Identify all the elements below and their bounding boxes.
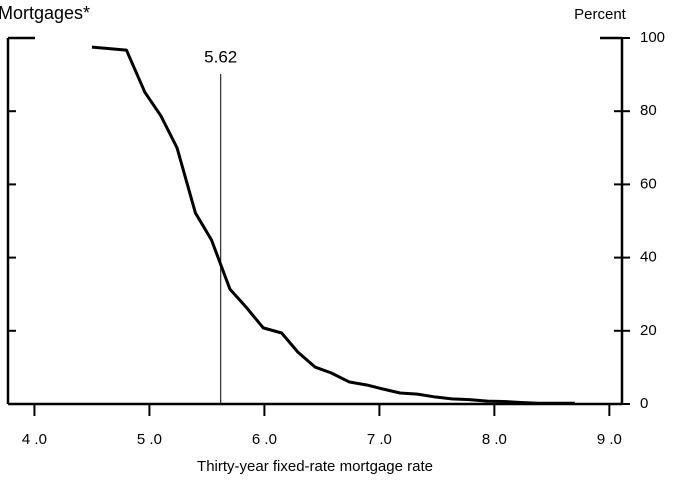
x-axis-label: Thirty-year fixed-rate mortgage rate [197,458,433,475]
x-tick-label: 5 .0 [137,431,162,448]
data-line [91,45,575,405]
y-tick-label: 100 [640,29,665,46]
y-tick-label: 40 [640,249,657,266]
reference-label: 5.62 [204,47,237,66]
x-tick-label: 6 .0 [252,431,277,448]
chart-title: Mortgages* [0,3,90,23]
x-tick-label: 9 .0 [597,431,622,448]
y-tick-label: 80 [640,102,657,119]
y-tick-label: 0 [640,395,648,412]
x-tick-label: 8 .0 [482,431,507,448]
x-tick-label: 7 .0 [367,431,392,448]
y-tick-label: 60 [640,175,657,192]
y-axis-label: Percent [574,6,627,23]
y-tick-label: 20 [640,322,657,339]
x-tick-label: 4 .0 [22,431,47,448]
